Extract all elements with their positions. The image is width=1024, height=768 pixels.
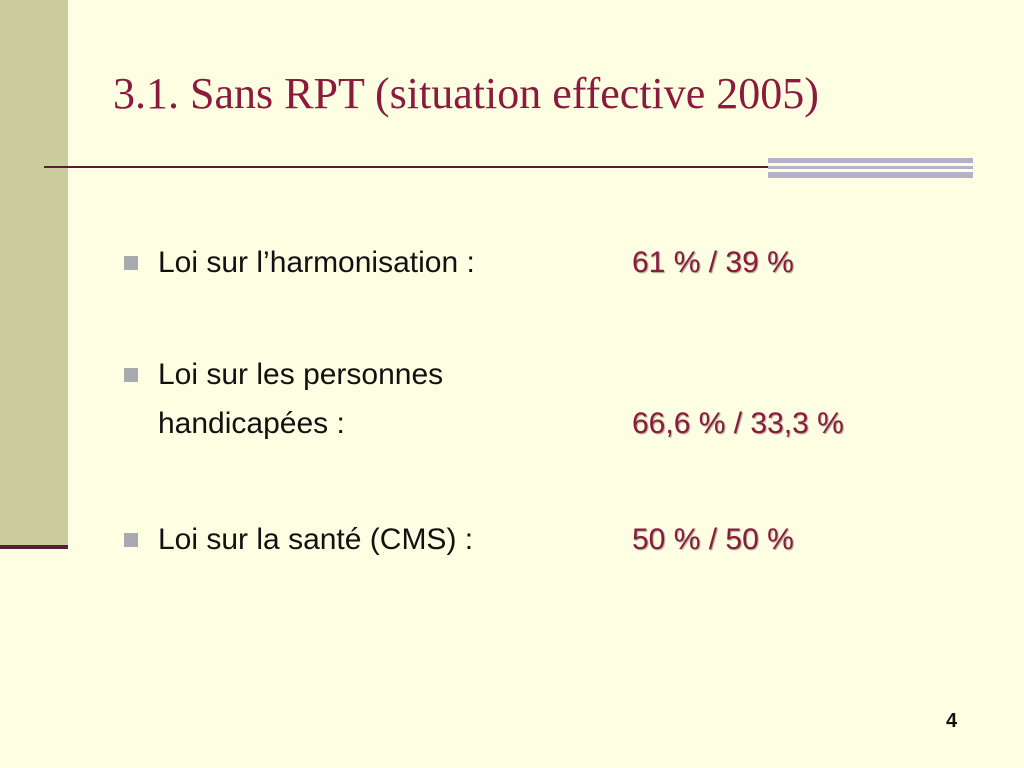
bullet-square-icon: [124, 368, 138, 382]
accent-bar-bottom: [768, 172, 973, 178]
item-value-sante: 50 % / 50 %: [632, 523, 794, 556]
slide-title: 3.1. Sans RPT (situation effective 2005): [113, 69, 819, 118]
accent-bar-top: [768, 158, 973, 163]
item-label-personnes-handicapees-line1: Loi sur les personnes: [158, 358, 444, 391]
item-label-harmonisation: Loi sur l’harmonisation :: [158, 246, 475, 279]
page-number: 4: [946, 710, 958, 732]
item-label-personnes-handicapees-line2: handicapées :: [158, 407, 345, 440]
bullet-square-icon: [124, 533, 138, 547]
sidebar-band: [0, 0, 68, 548]
item-value-harmonisation: 61 % / 39 %: [632, 246, 794, 279]
title-rule: [44, 166, 769, 168]
item-value-personnes-handicapees: 66,6 % / 33,3 %: [632, 407, 844, 440]
sidebar-divider: [0, 545, 68, 549]
bullet-square-icon: [124, 256, 138, 270]
item-label-sante: Loi sur la santé (CMS) :: [158, 523, 474, 556]
title-rule-accent: [768, 158, 973, 179]
accent-bar-middle: [768, 166, 973, 169]
